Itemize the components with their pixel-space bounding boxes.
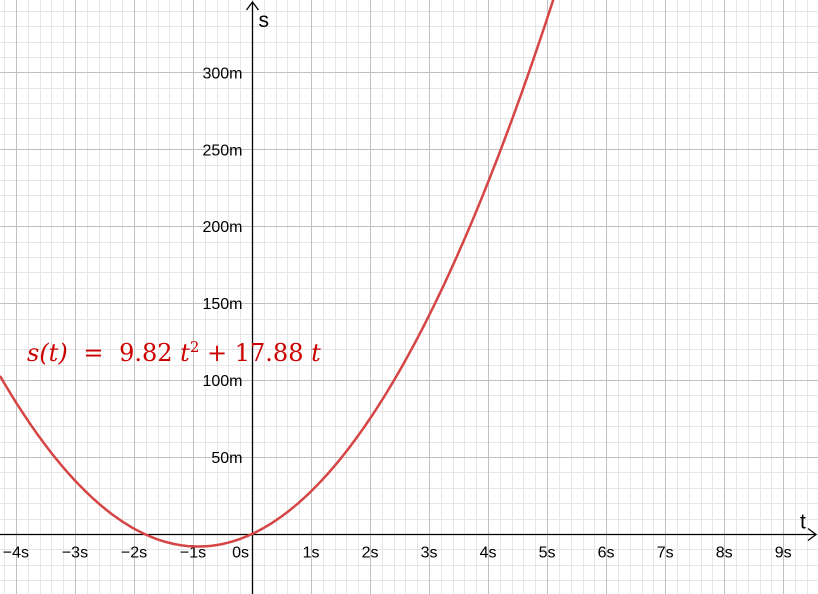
x-tick-label: 4s — [480, 545, 497, 562]
formula-coef2: 17.88 — [234, 339, 304, 367]
function-curve — [0, 0, 555, 548]
x-tick-label: −4s — [3, 545, 29, 562]
x-axis-label: t — [800, 511, 806, 534]
x-tick-label: 8s — [716, 545, 733, 562]
formula-exponent: 2 — [189, 338, 200, 356]
x-tick-label: 2s — [362, 545, 379, 562]
x-tick-label: 0s — [232, 545, 249, 562]
x-axis-arrow-icon — [807, 527, 818, 542]
y-tick-label: 50m — [211, 450, 242, 467]
y-tick-label: 200m — [202, 219, 242, 236]
formula-lhs: s(t) — [27, 339, 68, 367]
formula-var1: t — [180, 339, 190, 367]
x-tick-label: 7s — [657, 545, 674, 562]
x-tick-label: −2s — [121, 545, 147, 562]
y-axis-arrow-icon — [245, 0, 260, 11]
x-tick-label: 9s — [775, 545, 792, 562]
formula-var2: t — [311, 339, 321, 367]
formula-coef1: 9.82 — [119, 339, 173, 367]
formula-equals: = — [83, 339, 104, 367]
y-tick-label: 150m — [202, 296, 242, 313]
x-tick-label: 3s — [421, 545, 438, 562]
x-tick-label: 1s — [303, 545, 320, 562]
x-tick-label: −3s — [62, 545, 88, 562]
x-tick-label: 6s — [598, 545, 615, 562]
formula-plus: + — [207, 339, 228, 367]
y-axis-label: s — [259, 9, 270, 32]
x-tick-label: 5s — [539, 545, 556, 562]
function-label: s(t) = 9.82 t2 + 17.88 t — [27, 338, 321, 367]
x-tick-label: −1s — [180, 545, 206, 562]
y-tick-label: 100m — [202, 373, 242, 390]
y-tick-label: 250m — [202, 142, 242, 159]
y-tick-label: 300m — [202, 65, 242, 82]
